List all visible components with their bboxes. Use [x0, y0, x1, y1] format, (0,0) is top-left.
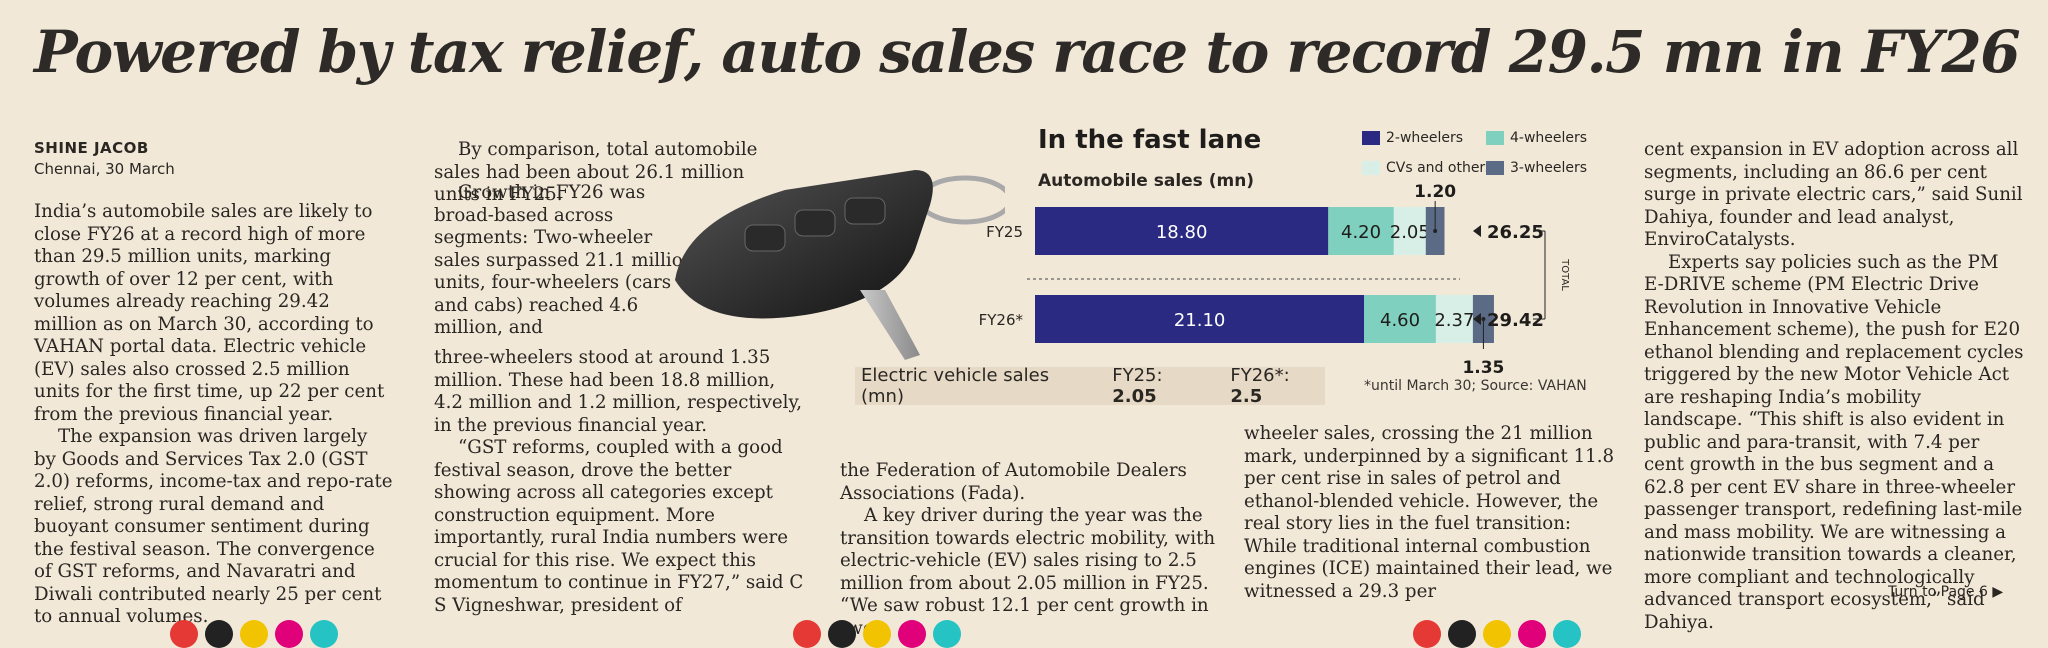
total-label: 29.42 — [1487, 310, 1544, 331]
paragraph: cent expansion in EV adoption across all… — [1644, 139, 2023, 250]
paragraph: three-wheelers stood at around 1.35 mill… — [434, 347, 803, 436]
registration-dot — [793, 620, 821, 648]
registration-dot — [828, 620, 856, 648]
data-label: 2.37 — [1434, 310, 1474, 331]
total-label: 26.25 — [1487, 222, 1544, 243]
category-label: FY25 — [986, 223, 1023, 241]
legend-swatch — [1362, 131, 1380, 145]
author-name: SHINE JACOB — [34, 139, 149, 157]
article-column-2-intro: By comparison, total automobile sales ha… — [434, 139, 794, 207]
data-label: 4.20 — [1341, 222, 1381, 243]
byline: SHINE JACOB Chennai, 30 March — [34, 139, 175, 178]
print-registration-dots — [1413, 620, 1581, 648]
chart-title: In the fast lane — [1038, 125, 1262, 155]
registration-dot — [933, 620, 961, 648]
article-column-1: India’s automobile sales are likely to c… — [34, 201, 394, 629]
car-key-image — [675, 170, 1005, 360]
registration-dot — [205, 620, 233, 648]
data-label: 18.80 — [1156, 222, 1208, 243]
registration-dot — [1553, 620, 1581, 648]
legend-swatch — [1362, 161, 1380, 175]
category-label: FY26* — [980, 311, 1023, 329]
registration-dot — [1483, 620, 1511, 648]
registration-dot — [275, 620, 303, 648]
ev-label: Electric vehicle sales (mn) — [861, 365, 1050, 407]
legend-item: 2-wheelers — [1362, 130, 1463, 146]
registration-dot — [863, 620, 891, 648]
paragraph: The expansion was driven largely by Good… — [34, 426, 393, 627]
article-column-5: cent expansion in EV adoption across all… — [1644, 139, 2024, 634]
legend-swatch — [1486, 131, 1504, 145]
registration-dot — [170, 620, 198, 648]
legend-label: CVs and others — [1386, 160, 1493, 176]
total-axis-label: TOTAL — [1559, 258, 1570, 291]
leader-dot — [1481, 317, 1486, 321]
stacked-bar-chart: FY25 18.80 4.20 2.05 1.20 26.25 FY26* 21.10 4.60… — [980, 182, 1570, 375]
legend-item: 4-wheelers — [1486, 130, 1587, 146]
legend-label: 2-wheelers — [1386, 130, 1464, 146]
total-arrow — [1473, 225, 1481, 237]
print-registration-dots — [793, 620, 961, 648]
ev-fy25: FY25: 2.05 — [1112, 365, 1163, 407]
registration-dot — [1518, 620, 1546, 648]
data-label: 4.60 — [1380, 310, 1420, 331]
bar-segment — [1035, 295, 1365, 343]
headline: Powered by tax relief, auto sales race t… — [34, 18, 2021, 86]
chart-source: *until March 30; Source: VAHAN — [1364, 378, 1587, 394]
bar-segment — [1393, 207, 1426, 255]
print-registration-dots — [170, 620, 338, 648]
legend-item: CVs and others — [1362, 160, 1492, 176]
paragraph: Growth in FY26 was broad-based across se… — [434, 182, 695, 338]
bar-segment — [1035, 207, 1329, 255]
registration-dot — [310, 620, 338, 648]
paragraph: By comparison, total automobile sales ha… — [434, 139, 758, 205]
leader-dot — [1433, 229, 1438, 233]
triangle-right-icon: ▶ — [1992, 584, 2004, 600]
ev-fy26: FY26*: 2.5 — [1230, 365, 1290, 407]
paragraph: wheeler sales, crossing the 21 million m… — [1244, 423, 1615, 602]
paragraph: Experts say policies such as the PM E-DR… — [1644, 251, 2024, 633]
legend-swatch — [1486, 161, 1504, 175]
paragraph: India’s automobile sales are likely to c… — [34, 201, 385, 425]
paragraph: “GST reforms, coupled with a good festiv… — [434, 437, 804, 616]
registration-dot — [240, 620, 268, 648]
legend-item: 3-wheelers — [1486, 160, 1587, 176]
data-label: 1.20 — [1414, 182, 1456, 202]
data-label: 1.35 — [1462, 358, 1504, 375]
registration-dot — [898, 620, 926, 648]
legend-label: 4-wheelers — [1510, 130, 1588, 146]
total-arrow — [1473, 313, 1481, 325]
turn-to-page-label: Turn to Page 6 — [1888, 584, 1988, 600]
article-column-4: wheeler sales, crossing the 21 million m… — [1244, 423, 1624, 603]
paragraph: the Federation of Automobile Dealers Ass… — [840, 460, 1187, 504]
dateline: Chennai, 30 March — [34, 160, 175, 178]
legend-label: 3-wheelers — [1510, 160, 1588, 176]
chart-subtitle: Automobile sales (mn) — [1038, 171, 1255, 191]
bar-segment — [1435, 295, 1473, 343]
article-column-2-wide: three-wheelers stood at around 1.35 mill… — [434, 347, 804, 617]
bar-segment — [1364, 295, 1436, 343]
registration-dot — [1413, 620, 1441, 648]
registration-dot — [1448, 620, 1476, 648]
article-column-3: the Federation of Automobile Dealers Ass… — [840, 460, 1220, 640]
paragraph: A key driver during the year was the tra… — [840, 505, 1216, 639]
bar-segment — [1328, 207, 1394, 255]
turn-to-page: Turn to Page 6 ▶ — [1888, 584, 2003, 600]
ev-sales-panel: Electric vehicle sales (mn) FY25: 2.05 F… — [855, 365, 1325, 407]
data-label: 21.10 — [1174, 310, 1226, 331]
data-label: 2.05 — [1390, 222, 1430, 243]
article-column-2-narrow: Growth in FY26 was broad-based across se… — [434, 182, 704, 340]
